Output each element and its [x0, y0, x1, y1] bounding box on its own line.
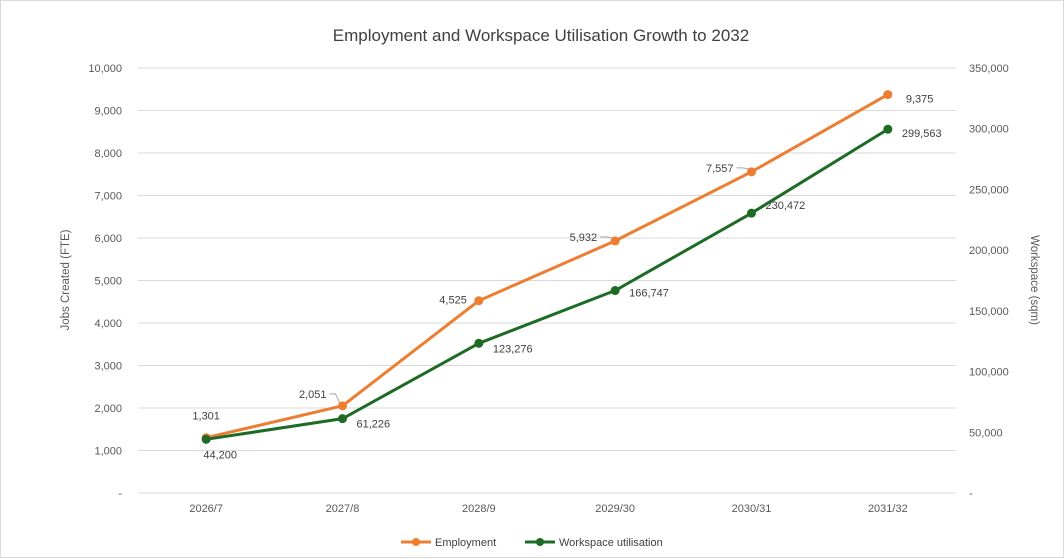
right-tick-label: 50,000 — [969, 427, 1003, 439]
data-label: 9,375 — [906, 94, 934, 106]
data-label: 7,557 — [706, 163, 734, 175]
legend-entry: Employment — [435, 537, 496, 549]
left-tick-label: 8,000 — [94, 148, 122, 160]
gridlines — [138, 67, 956, 494]
data-label: 4,525 — [439, 295, 467, 307]
data-point — [610, 236, 620, 246]
left-tick-label: 10,000 — [88, 63, 122, 75]
data-point — [610, 286, 620, 296]
series-line — [204, 93, 890, 440]
left-tick-label: 3,000 — [94, 361, 122, 373]
data-point — [883, 90, 893, 100]
data-point — [474, 338, 484, 348]
left-tick-label: 2,000 — [94, 403, 122, 415]
right-axis-title: Workspace (sqm) — [1028, 235, 1040, 325]
data-point — [474, 296, 484, 306]
left-axis-ticks: - 1,000 2,000 3,000 4,000 5,000 6,000 7,000 8,00… — [88, 63, 122, 500]
right-tick-label: - — [969, 488, 973, 500]
right-tick-label: 150,000 — [969, 306, 1009, 318]
left-axis-title: Jobs Created (FTE) — [60, 229, 72, 330]
data-point — [747, 208, 756, 218]
data-point — [883, 124, 893, 134]
data-label: 299,563 — [902, 128, 942, 140]
x-axis-ticks: 2026/7 2027/8 2028/9 2029/30 2030/31 2031/32 — [189, 503, 907, 515]
data-label: 2,051 — [299, 389, 327, 401]
right-tick-label: 200,000 — [969, 245, 1009, 257]
series-layer: 1,301 2,051 4,525 5,932 7,557 9,375 44,200 61,2… — [192, 90, 942, 461]
data-label: 61,226 — [357, 419, 391, 431]
left-tick-label: - — [118, 488, 122, 500]
left-tick-label: 6,000 — [94, 233, 122, 245]
data-point — [201, 434, 211, 444]
x-tick-label: 2028/9 — [462, 503, 496, 515]
data-label: 123,276 — [493, 343, 533, 355]
series-line — [204, 127, 890, 441]
left-tick-label: 5,000 — [94, 276, 122, 288]
right-tick-label: 300,000 — [969, 124, 1009, 136]
legend-swatch-marker — [412, 538, 420, 546]
right-tick-label: 100,000 — [969, 367, 1009, 379]
right-tick-label: 250,000 — [969, 184, 1009, 196]
legend: Employment Workspace utilisation — [401, 537, 663, 549]
data-point — [338, 414, 347, 424]
right-axis-ticks: - 50,000 100,000 150,000 200,000 250,000 300,0… — [969, 63, 1009, 500]
label-leader-line — [736, 167, 749, 170]
x-tick-label: 2029/30 — [595, 503, 635, 515]
left-tick-label: 7,000 — [94, 191, 122, 203]
left-tick-label: 9,000 — [94, 106, 122, 118]
right-tick-label: 350,000 — [969, 63, 1009, 75]
legend-entry: Workspace utilisation — [559, 537, 663, 549]
data-label: 44,200 — [203, 449, 237, 461]
data-label: 230,472 — [766, 200, 806, 212]
chart-title: Employment and Workspace Utilisation Gro… — [333, 26, 749, 45]
left-tick-label: 1,000 — [94, 446, 122, 458]
x-tick-label: 2026/7 — [189, 503, 223, 515]
data-label: 166,747 — [629, 288, 669, 300]
data-label: 1,301 — [192, 411, 220, 423]
x-tick-label: 2030/31 — [732, 503, 772, 515]
x-tick-label: 2031/32 — [868, 503, 908, 515]
legend-swatch-marker — [536, 538, 544, 546]
data-label: 5,932 — [570, 232, 598, 244]
left-tick-label: 4,000 — [94, 318, 122, 330]
data-point — [747, 167, 756, 177]
label-leader-line — [329, 393, 340, 404]
label-leader-line — [600, 236, 613, 239]
data-point — [338, 401, 347, 411]
x-tick-label: 2027/8 — [326, 503, 360, 515]
